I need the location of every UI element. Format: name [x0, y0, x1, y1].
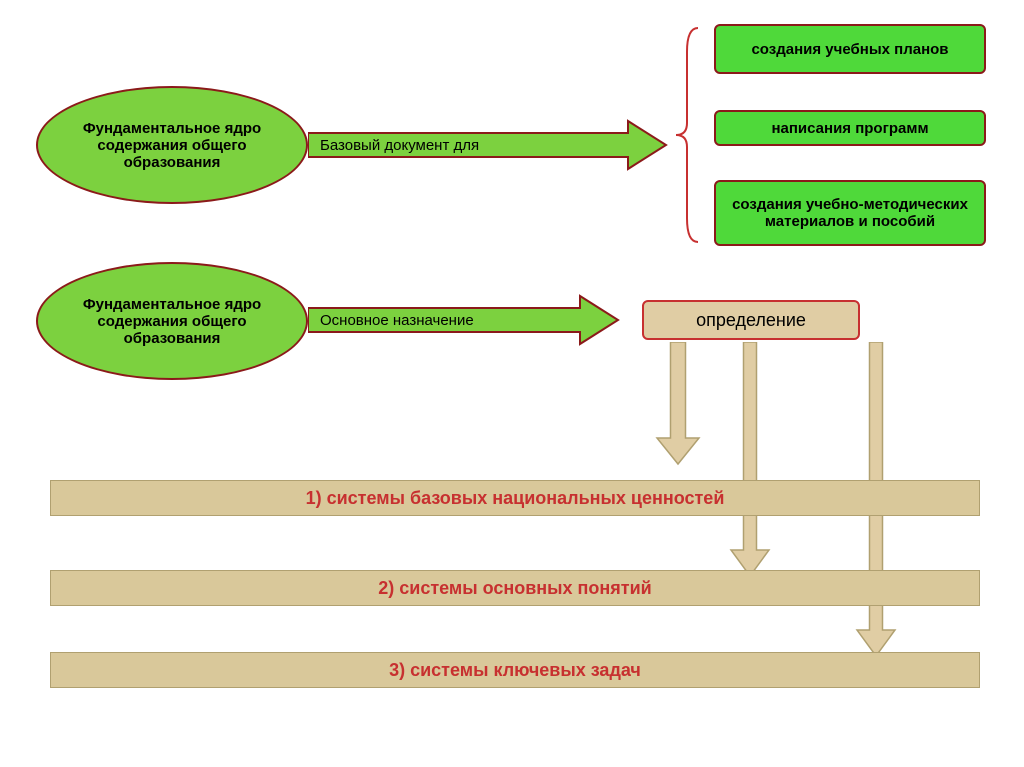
box-3-text: создания учебно-методических материалов …: [724, 196, 976, 230]
box-programs: написания программ: [714, 110, 986, 146]
ellipse-1-text: Фундаментальное ядро содержания общего о…: [48, 120, 296, 171]
bar-0-text: 1) системы базовых национальных ценносте…: [306, 488, 725, 509]
ellipse-core-1: Фундаментальное ядро содержания общего о…: [36, 86, 308, 204]
arrow-1-label: Базовый документ для: [320, 137, 479, 154]
box-2-text: написания программ: [771, 120, 928, 137]
ellipse-core-2: Фундаментальное ядро содержания общего о…: [36, 262, 308, 380]
box-curricula: создания учебных планов: [714, 24, 986, 74]
curly-brace: [672, 24, 702, 246]
bar-tasks: 3) системы ключевых задач: [50, 652, 980, 688]
down-arrow-2: [725, 342, 775, 578]
box-1-text: создания учебных планов: [751, 41, 948, 58]
bar-concepts: 2) системы основных понятий: [50, 570, 980, 606]
ellipse-2-text: Фундаментальное ядро содержания общего о…: [48, 296, 296, 347]
down-arrow-1: [651, 342, 705, 466]
arrow-2-label: Основное назначение: [320, 312, 474, 329]
def-box-text: определение: [696, 310, 806, 331]
bar-values: 1) системы базовых национальных ценносте…: [50, 480, 980, 516]
box-definition: определение: [642, 300, 860, 340]
box-materials: создания учебно-методических материалов …: [714, 180, 986, 246]
bar-2-text: 3) системы ключевых задач: [389, 660, 641, 681]
bar-1-text: 2) системы основных понятий: [378, 578, 652, 599]
